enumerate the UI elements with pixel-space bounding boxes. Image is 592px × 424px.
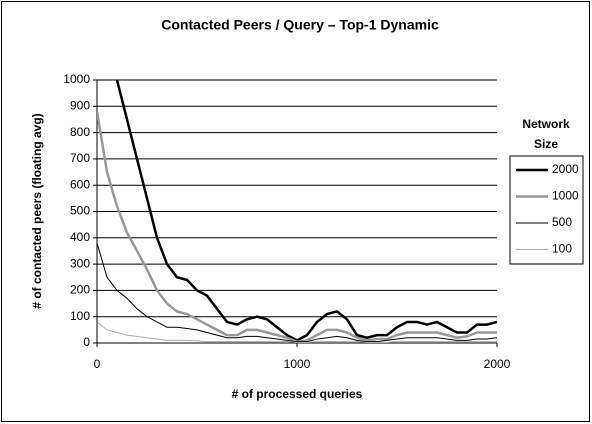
legend-title: Network — [522, 117, 570, 131]
series-line — [97, 242, 498, 343]
x-axis-label: # of processed queries — [232, 387, 363, 401]
y-tick-label: 100 — [70, 309, 90, 323]
legend-label: 1000 — [552, 189, 579, 203]
y-tick-label: 700 — [70, 151, 90, 165]
legend-box — [509, 155, 584, 265]
series-line — [115, 79, 498, 342]
chart-title: Contacted Peers / Query – Top-1 Dynamic — [161, 17, 439, 33]
y-tick-label: 300 — [70, 256, 90, 270]
y-tick-label: 400 — [70, 230, 90, 244]
legend-label: 100 — [552, 242, 572, 256]
y-axis-label: # of contacted peers (floating avg) — [30, 113, 44, 308]
y-tick-label: 600 — [70, 177, 90, 191]
x-tick-label: 2000 — [484, 357, 511, 371]
legend-label: 500 — [552, 215, 572, 229]
legend-title: Size — [534, 137, 558, 151]
series-line — [97, 321, 497, 343]
legend-label: 2000 — [552, 162, 579, 176]
x-tick-label: 1000 — [284, 357, 311, 371]
plot — [97, 79, 498, 343]
y-tick-label: 1000 — [63, 72, 90, 86]
y-tick-label: 0 — [83, 335, 90, 349]
y-tick-label: 900 — [70, 98, 90, 112]
y-tick-label: 500 — [70, 204, 90, 218]
y-tick-label: 800 — [70, 125, 90, 139]
x-tick-label: 0 — [94, 357, 101, 371]
y-tick-label: 200 — [70, 283, 90, 297]
